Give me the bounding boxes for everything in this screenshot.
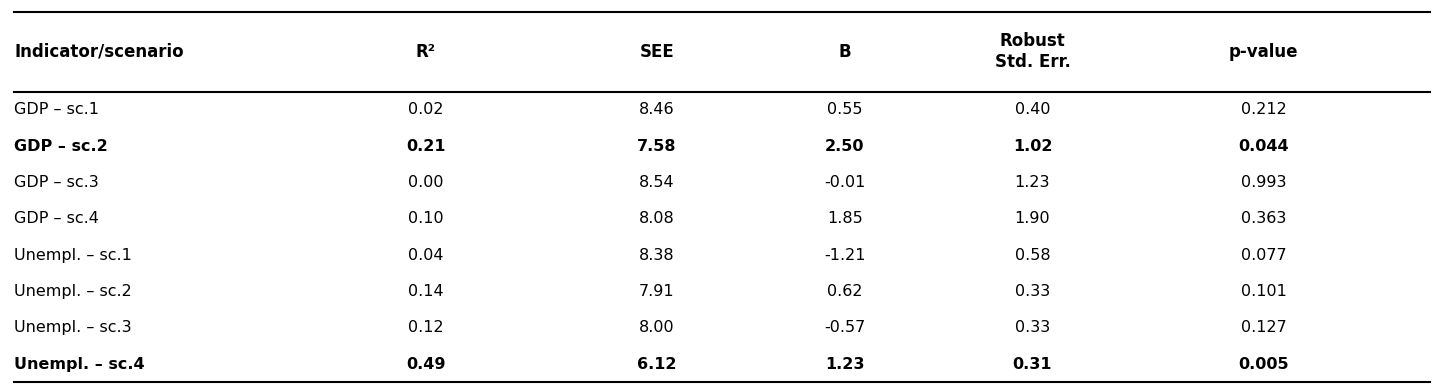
Text: 0.55: 0.55 xyxy=(827,102,862,117)
Text: 0.33: 0.33 xyxy=(1015,320,1050,335)
Text: 0.40: 0.40 xyxy=(1015,102,1050,117)
Text: 0.101: 0.101 xyxy=(1240,284,1287,299)
Text: 0.33: 0.33 xyxy=(1015,284,1050,299)
Text: 0.077: 0.077 xyxy=(1240,248,1287,262)
Text: 0.31: 0.31 xyxy=(1012,356,1053,372)
Text: 2.50: 2.50 xyxy=(825,138,865,154)
Text: Unempl. – sc.1: Unempl. – sc.1 xyxy=(14,248,133,262)
Text: 0.49: 0.49 xyxy=(406,356,446,372)
Text: GDP – sc.4: GDP – sc.4 xyxy=(14,211,100,226)
Text: Unempl. – sc.2: Unempl. – sc.2 xyxy=(14,284,133,299)
Text: 1.90: 1.90 xyxy=(1015,211,1050,226)
Text: 8.46: 8.46 xyxy=(640,102,674,117)
Text: -0.01: -0.01 xyxy=(825,175,865,190)
Text: 0.21: 0.21 xyxy=(406,138,446,154)
Text: 1.02: 1.02 xyxy=(1012,138,1053,154)
Text: 0.127: 0.127 xyxy=(1240,320,1287,335)
Text: 6.12: 6.12 xyxy=(637,356,677,372)
Text: SEE: SEE xyxy=(640,43,674,61)
Text: -0.57: -0.57 xyxy=(825,320,865,335)
Text: 0.14: 0.14 xyxy=(409,284,443,299)
Text: 8.00: 8.00 xyxy=(640,320,674,335)
Text: 7.91: 7.91 xyxy=(640,284,674,299)
Text: GDP – sc.2: GDP – sc.2 xyxy=(14,138,108,154)
Text: 8.38: 8.38 xyxy=(640,248,674,262)
Text: 1.23: 1.23 xyxy=(1015,175,1050,190)
Text: 0.212: 0.212 xyxy=(1240,102,1287,117)
Text: 0.62: 0.62 xyxy=(827,284,862,299)
Text: 0.04: 0.04 xyxy=(409,248,443,262)
Text: Unempl. – sc.4: Unempl. – sc.4 xyxy=(14,356,144,372)
Text: 0.02: 0.02 xyxy=(409,102,443,117)
Text: Indicator/scenario: Indicator/scenario xyxy=(14,43,183,61)
Text: 0.12: 0.12 xyxy=(409,320,443,335)
Text: 0.044: 0.044 xyxy=(1238,138,1289,154)
Text: p-value: p-value xyxy=(1229,43,1298,61)
Text: 8.08: 8.08 xyxy=(640,211,674,226)
Text: R²: R² xyxy=(416,43,436,61)
Text: 0.005: 0.005 xyxy=(1238,356,1289,372)
Text: GDP – sc.3: GDP – sc.3 xyxy=(14,175,100,190)
Text: GDP – sc.1: GDP – sc.1 xyxy=(14,102,100,117)
Text: 0.58: 0.58 xyxy=(1015,248,1050,262)
Text: Unempl. – sc.3: Unempl. – sc.3 xyxy=(14,320,131,335)
Text: 7.58: 7.58 xyxy=(637,138,677,154)
Text: Robust
Std. Err.: Robust Std. Err. xyxy=(995,32,1070,71)
Text: 0.10: 0.10 xyxy=(409,211,443,226)
Text: 1.23: 1.23 xyxy=(825,356,865,372)
Text: -1.21: -1.21 xyxy=(825,248,865,262)
Text: B: B xyxy=(839,43,851,61)
Text: 1.85: 1.85 xyxy=(827,211,862,226)
Text: 0.363: 0.363 xyxy=(1240,211,1287,226)
Text: 0.993: 0.993 xyxy=(1240,175,1287,190)
Text: 0.00: 0.00 xyxy=(409,175,443,190)
Text: 8.54: 8.54 xyxy=(640,175,674,190)
